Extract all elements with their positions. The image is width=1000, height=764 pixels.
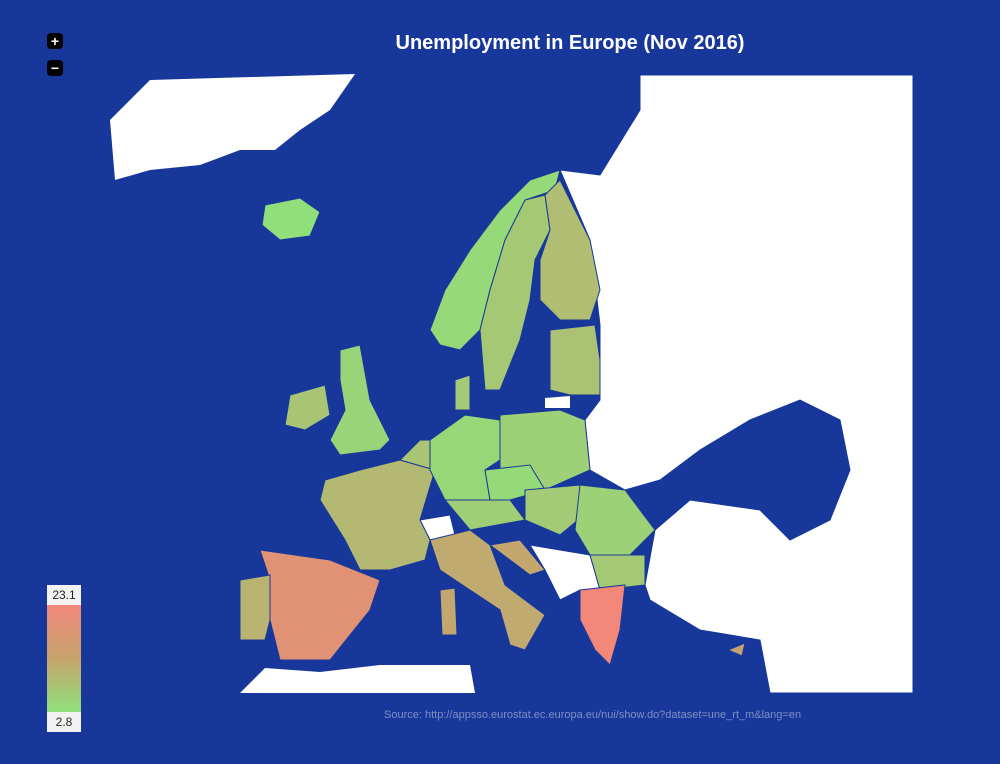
map-title: Unemployment in Europe (Nov 2016): [395, 32, 745, 54]
region: [319, 459, 436, 571]
legend-min: 2.8: [47, 712, 81, 732]
region: [443, 499, 526, 531]
zoom-in-button[interactable]: +: [47, 33, 63, 49]
region: [488, 539, 546, 576]
region: [726, 642, 746, 657]
region: [524, 484, 591, 536]
region: [579, 584, 626, 666]
zoom-out-button[interactable]: −: [47, 60, 63, 76]
source-note: Source: http://appsso.eurostat.ec.europa…: [384, 709, 802, 721]
region: [284, 384, 331, 431]
region: [429, 529, 546, 651]
legend-max: 23.1: [47, 585, 81, 605]
region: [329, 344, 391, 456]
region: [479, 194, 551, 391]
region: [454, 374, 471, 411]
kaliningrad: [545, 396, 570, 408]
region: [261, 197, 321, 241]
north-africa: [240, 665, 475, 693]
region: [589, 554, 646, 591]
region: [239, 574, 271, 641]
region: [549, 324, 601, 396]
greenland: [110, 74, 355, 180]
legend-gradient: [47, 605, 81, 712]
region: [439, 587, 458, 636]
region: [429, 169, 561, 351]
region: [539, 179, 601, 321]
region: [574, 484, 656, 556]
